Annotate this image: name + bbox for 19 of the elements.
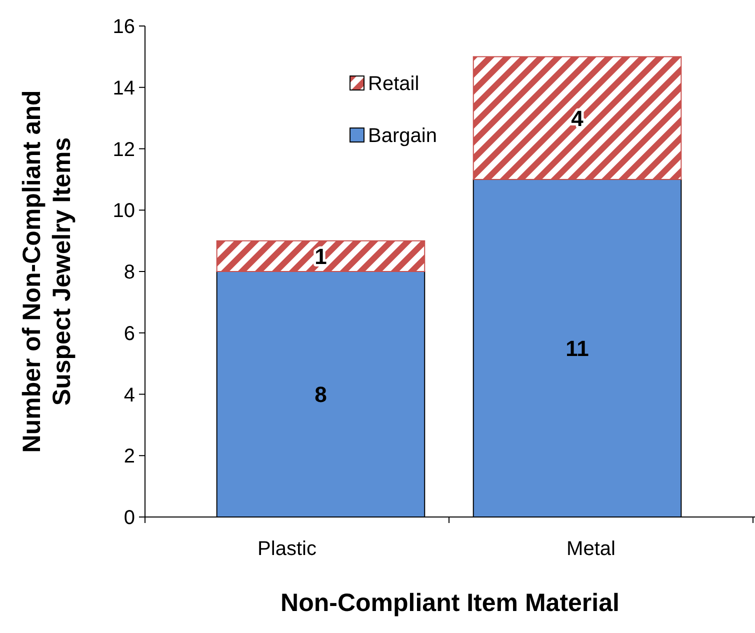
y-tick-label: 12 <box>112 138 135 161</box>
x-tick-label: Plastic <box>258 538 316 560</box>
x-tick-label: Metal <box>566 538 616 560</box>
x-axis-title: Non-Compliant Item Material <box>280 589 620 617</box>
y-axis-title: Number of Non-Compliant and Suspect Jewelry Items <box>18 90 76 453</box>
y-tick-label: 14 <box>112 77 135 100</box>
data-label: 8 <box>314 382 327 407</box>
bar <box>472 56 682 180</box>
y-tick-label: 10 <box>112 200 135 222</box>
y-tick-label: 8 <box>124 262 135 284</box>
legend-label: Bargain <box>368 125 437 147</box>
y-tick-label: 6 <box>124 322 135 345</box>
legend-label: Retail <box>368 73 420 95</box>
y-tick-label: 0 <box>124 507 135 529</box>
y-tick-label: 4 <box>124 384 135 406</box>
data-label: 11 <box>566 336 589 361</box>
bar <box>216 240 426 272</box>
y-tick-label: 16 <box>112 16 135 38</box>
y-tick-label: 2 <box>124 446 135 468</box>
